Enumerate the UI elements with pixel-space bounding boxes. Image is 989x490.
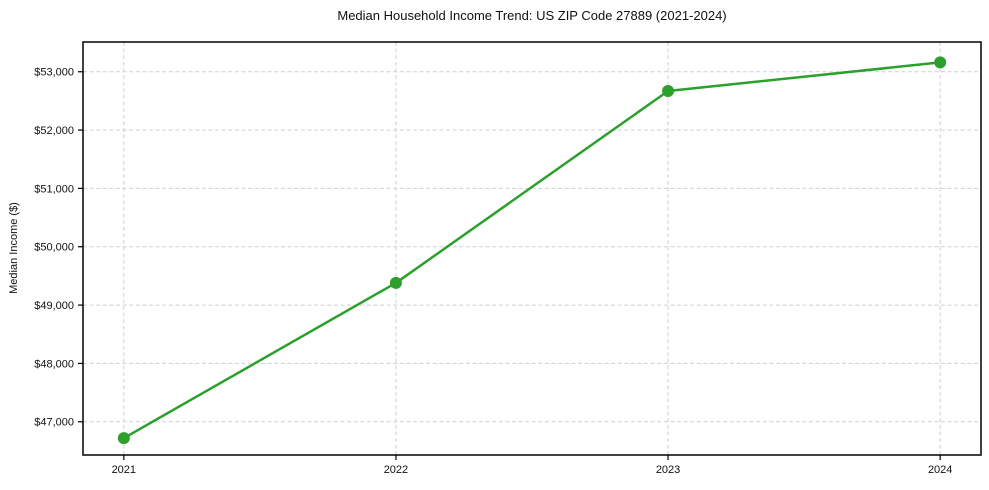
plot-area (83, 42, 981, 455)
y-tick-label: $48,000 (34, 358, 74, 370)
x-tick-label: 2022 (384, 464, 408, 476)
data-point (662, 85, 675, 97)
gridlines (83, 42, 981, 455)
tick-labels: $47,000 $48,000 $49,000 $50,000 $51,000 $52,0… (34, 67, 952, 476)
data-point-markers (117, 56, 947, 445)
data-point (389, 276, 402, 289)
axis-ticks (78, 71, 941, 460)
y-tick-label: $47,000 (34, 417, 74, 429)
y-tick-label: $49,000 (34, 300, 74, 312)
data-point (117, 432, 130, 445)
plot-frame (82, 41, 982, 456)
x-tick-label: 2024 (928, 464, 952, 476)
y-axis-label: Median Income ($) (8, 202, 20, 294)
y-tick-label: $51,000 (34, 183, 74, 195)
y-tick-label: $50,000 (34, 242, 74, 254)
x-tick-label: 2023 (656, 464, 680, 476)
series-line (122, 61, 942, 440)
y-tick-label: $52,000 (34, 125, 74, 137)
x-tick-label: 2021 (112, 464, 136, 476)
chart-title: Median Household Income Trend: US ZIP Co… (337, 8, 727, 23)
y-tick-label: $53,000 (34, 67, 74, 79)
data-point (934, 56, 947, 69)
